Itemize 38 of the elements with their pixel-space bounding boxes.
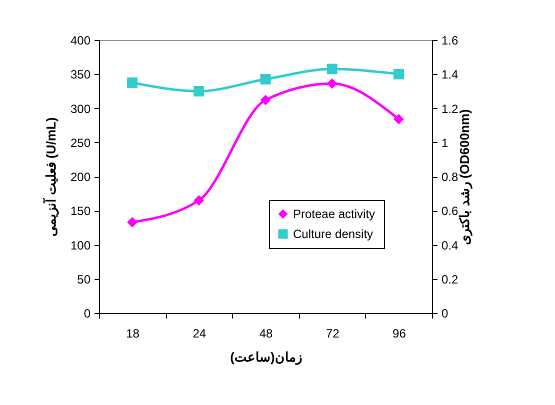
y-tick-label: 150 xyxy=(70,204,91,218)
x-tick-label: 48 xyxy=(259,326,273,340)
y2-tick-label: 0 xyxy=(442,306,448,320)
point xyxy=(326,78,338,89)
y-tick-label: 350 xyxy=(70,68,91,82)
y2-tick-label: 1 xyxy=(442,136,448,150)
y2-tick-label: 0.6 xyxy=(442,204,459,218)
legend-label: Culture density xyxy=(293,227,374,241)
point xyxy=(393,114,404,124)
y2-tick-label: 1.6 xyxy=(442,34,459,48)
point xyxy=(127,216,138,228)
y2-tick-label: 1.2 xyxy=(442,102,459,116)
y2-tick-label: 0.2 xyxy=(442,272,459,286)
point xyxy=(260,74,271,84)
y2-tick-label: 0.8 xyxy=(442,170,459,184)
point xyxy=(326,64,338,74)
x-tick-label: 72 xyxy=(326,326,340,340)
point xyxy=(127,77,138,88)
y2-tick-label: 1.4 xyxy=(442,68,459,82)
y-tick-label: 0 xyxy=(84,306,91,320)
point xyxy=(393,68,404,80)
x-tick-label: 96 xyxy=(392,326,406,340)
y2-axis-title: رشد باکتری (OD600nm) xyxy=(457,109,474,245)
y2-tick-label: 0.4 xyxy=(442,238,459,252)
y-axis-title: فعلیت آنزیمی (U/mL) xyxy=(42,117,60,237)
point xyxy=(260,94,271,106)
y-tick-label: 250 xyxy=(70,136,91,150)
x-axis-title: زمان(ساعت) xyxy=(230,350,302,366)
point xyxy=(194,86,204,96)
x-tick-label: 24 xyxy=(192,326,206,340)
y-tick-label: 50 xyxy=(77,272,91,286)
x-tick-label: 18 xyxy=(126,326,140,340)
y-tick-label: 100 xyxy=(70,238,91,252)
y-tick-label: 300 xyxy=(70,102,91,116)
point xyxy=(194,195,204,206)
legend-label: Proteae activity xyxy=(293,207,376,221)
y-tick-label: 400 xyxy=(70,34,91,48)
y-tick-label: 200 xyxy=(70,170,91,184)
